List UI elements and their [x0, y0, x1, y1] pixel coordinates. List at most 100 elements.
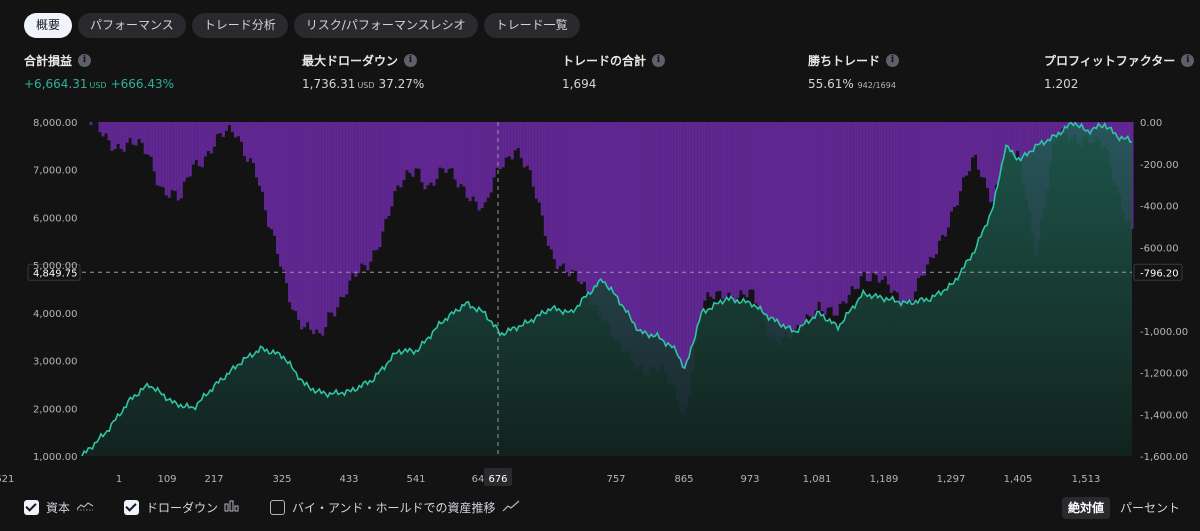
drawdown-bar: [465, 122, 469, 198]
drawdown-bar: [974, 122, 978, 156]
drawdown-bar: [962, 122, 966, 178]
drawdown-bar: [318, 122, 322, 334]
legend-drawdown[interactable]: ドローダウン: [124, 499, 240, 516]
x-tick: 1,621: [0, 474, 14, 485]
drawdown-bar: [393, 122, 397, 191]
drawdown-bar: [637, 122, 641, 367]
info-icon[interactable]: i: [78, 54, 92, 67]
drawdown-bar: [781, 122, 785, 338]
tab-performance[interactable]: パフォーマンス: [78, 13, 186, 38]
drawdown-bar: [200, 122, 204, 168]
drawdown-bar: [456, 122, 460, 188]
drawdown-bar: [134, 122, 138, 146]
drawdown-bar: [173, 122, 177, 192]
buy-hold-checkbox[interactable]: [270, 500, 286, 515]
x-tick: 973: [740, 474, 759, 485]
stat-win-rate: 勝ちトレード i 55.61% 942/1694: [808, 52, 900, 91]
y-right-tick: -1,200.00: [1140, 369, 1188, 380]
y-right-tick: -1,400.00: [1140, 410, 1188, 421]
drawdown-bar: [330, 122, 334, 313]
x-axis: 1 109 217 325 433 541 64 757 865 973 1,081 1,189 1,2…: [0, 474, 1100, 485]
absolute-button[interactable]: 絶対値: [1061, 497, 1110, 519]
drawdown-bar: [733, 122, 737, 304]
drawdown-bar: [591, 122, 595, 306]
drawdown-bar: [1061, 122, 1065, 129]
drawdown-bar: [928, 122, 932, 257]
y-left-tick: 5,000.00: [33, 261, 78, 272]
drawdown-bar: [922, 122, 926, 276]
percent-button[interactable]: パーセント: [1119, 501, 1180, 515]
drawdown-bar: [218, 122, 222, 134]
drawdown-checkbox[interactable]: [124, 500, 140, 515]
drawdown-bar: [248, 122, 252, 159]
drawdown-bar: [778, 122, 782, 346]
drawdown-bar: [700, 122, 704, 311]
drawdown-bar: [402, 122, 406, 181]
drawdown-bar: [874, 122, 878, 276]
drawdown-bar: [625, 122, 629, 352]
drawdown-bar: [739, 122, 743, 291]
stat-max-drawdown: 最大ドローダウン i 1,736.31 USD 37.27%: [302, 52, 424, 91]
drawdown-bar: [706, 122, 710, 293]
drawdown-bar: [522, 122, 526, 168]
drawdown-bar: [652, 122, 656, 367]
drawdown-bar: [444, 122, 448, 173]
drawdown-bar: [817, 122, 821, 302]
legend-buy-hold[interactable]: バイ・アンド・ホールドでの資産推移: [270, 499, 520, 516]
tab-trade-list[interactable]: トレード一覧: [483, 13, 580, 38]
drawdown-bar: [546, 122, 550, 246]
profit-factor-value: 1.202: [1044, 77, 1079, 91]
drawdown-bar: [321, 122, 325, 336]
drawdown-bar: [832, 122, 836, 316]
drawdown-bar: [901, 122, 905, 309]
win-rate-count: 942/1694: [857, 81, 896, 90]
drawdown-bar: [384, 122, 388, 219]
drawdown-bar: [682, 122, 686, 415]
drawdown-bar: [354, 122, 358, 277]
drawdown-bar: [152, 122, 156, 172]
drawdown-bar: [877, 122, 881, 283]
drawdown-bar: [483, 122, 487, 203]
tab-trade-analysis[interactable]: トレード分析: [191, 13, 288, 38]
drawdown-bar: [685, 122, 689, 407]
drawdown-bar: [980, 122, 984, 178]
drawdown-bar: [149, 122, 153, 157]
drawdown-bar: [363, 122, 367, 266]
tab-overview[interactable]: 概要: [24, 13, 73, 38]
crosshair-left-label: 4,849.75: [33, 268, 78, 279]
drawdown-bar: [721, 122, 725, 300]
x-tick: 757: [606, 474, 625, 485]
drawdown-bar: [495, 122, 499, 168]
legend-equity[interactable]: 資本: [24, 499, 94, 516]
max-drawdown-value: 1,736.31: [302, 77, 356, 91]
tab-risk-ratios[interactable]: リスク/パフォーマンスレシオ: [293, 13, 478, 38]
drawdown-bar: [261, 122, 265, 192]
drawdown-bar: [670, 122, 674, 383]
win-rate-value: 55.61%: [808, 77, 854, 91]
drawdown-bar: [799, 122, 803, 329]
drawdown-bar: [224, 122, 228, 131]
info-icon[interactable]: i: [886, 54, 900, 67]
legend-equity-label: 資本: [46, 501, 71, 515]
drawdown-bar: [844, 122, 848, 304]
legend-drawdown-label: ドローダウン: [146, 501, 219, 515]
info-icon[interactable]: i: [404, 54, 418, 67]
y-left-tick: 2,000.00: [33, 404, 78, 415]
drawdown-bar: [826, 122, 830, 308]
drawdown-bar: [561, 122, 565, 264]
drawdown-bar: [661, 122, 665, 366]
equity-chart[interactable]: 4,849.75 -796.20 676 8,000.00 7,000.00 6,000…: [0, 112, 1200, 492]
drawdown-bar: [417, 122, 421, 169]
drawdown-bar: [420, 122, 424, 183]
drawdown-bar: [925, 122, 929, 265]
info-icon[interactable]: i: [652, 54, 666, 67]
info-icon[interactable]: i: [1181, 54, 1195, 67]
drawdown-bar: [868, 122, 872, 282]
drawdown-bar: [161, 122, 165, 188]
drawdown-bar: [724, 122, 728, 299]
equity-checkbox[interactable]: [24, 500, 39, 515]
drawdown-bar: [865, 122, 869, 282]
y-left-tick: 4,000.00: [33, 309, 78, 320]
drawdown-bar: [203, 122, 207, 157]
drawdown-bar: [622, 122, 626, 353]
